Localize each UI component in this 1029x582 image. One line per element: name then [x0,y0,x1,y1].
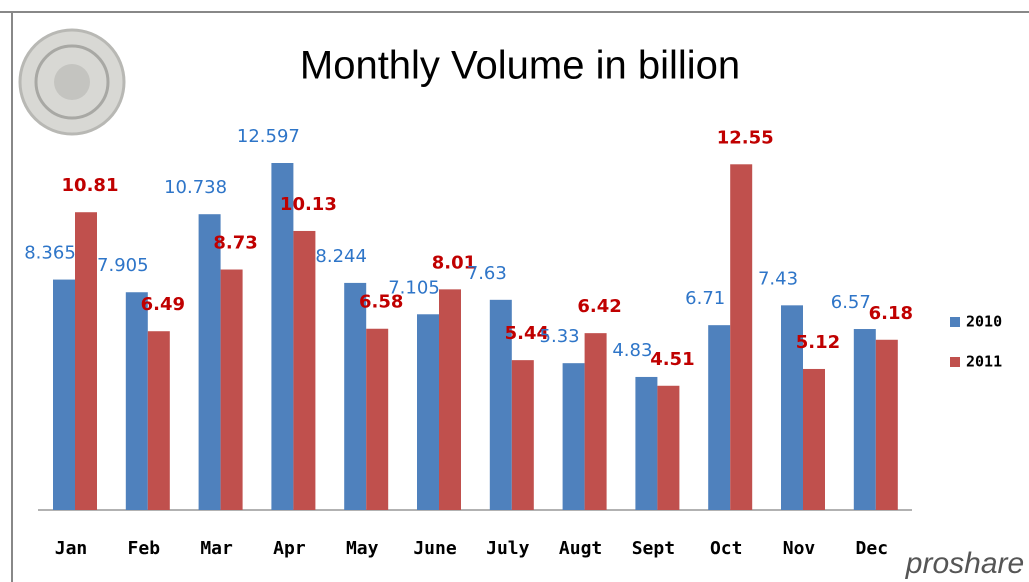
emblem [18,28,126,136]
x-tick-label: Feb [128,538,161,559]
bar [271,163,294,510]
bar [147,331,170,510]
bar [366,328,389,510]
x-tick-label: June [413,538,457,559]
data-label: 8.244 [315,246,367,267]
bar [125,292,148,510]
data-label: 8.365 [24,243,76,264]
bar [75,212,97,510]
x-tick-label: Augt [559,538,602,559]
data-label: 6.71 [685,288,725,309]
bar [489,299,512,510]
data-label: 7.63 [467,263,507,284]
data-label: 6.49 [141,294,185,315]
data-label: 6.18 [869,303,913,324]
bar [198,214,221,510]
chart-title: Monthly Volume in billion [300,44,740,88]
data-label: 8.01 [432,252,476,273]
bar [708,325,731,510]
bar [220,269,243,510]
data-label: 4.51 [650,349,694,370]
data-label: 4.83 [612,340,652,361]
legend-label: 2011 [966,353,1002,371]
bar [875,339,898,510]
x-tick-label: Dec [856,538,889,559]
bar [562,363,585,510]
bar [657,385,680,510]
data-label: 10.81 [62,175,119,196]
bar [803,368,825,510]
legend-label: 2010 [966,313,1002,331]
data-label: 5.33 [540,326,580,347]
x-tick-label: Jan [55,538,88,559]
x-tick-label: Mar [200,538,233,559]
data-label: 6.42 [577,296,621,317]
bar [53,279,75,510]
x-tick-label: Nov [783,538,816,559]
data-label: 6.57 [831,292,871,313]
data-label: 10.738 [164,177,227,198]
bar [853,329,876,510]
bar [417,314,439,510]
bar [344,282,367,510]
bar [439,289,461,510]
legend-swatch [950,317,960,327]
logo: proshare [905,547,1024,580]
data-label: 7.905 [97,255,149,276]
bar [511,360,534,510]
data-label: 6.58 [359,292,403,313]
bar [730,164,753,510]
data-label: 10.13 [280,194,337,215]
data-label: 12.597 [237,126,300,147]
x-tick-label: Sept [632,538,675,559]
bar [293,230,316,510]
bar [584,333,607,510]
x-tick-label: May [346,538,379,559]
data-label: 7.43 [758,268,798,289]
data-label: 7.105 [388,277,440,298]
x-tick-label: Apr [273,538,306,559]
bar [635,376,658,510]
data-label: 5.12 [796,332,840,353]
x-tick-label: July [486,538,530,559]
data-label: 8.73 [213,233,257,254]
bar [781,305,803,510]
data-label: 5.44 [505,323,549,344]
x-tick-label: Oct [710,538,743,559]
data-label: 12.55 [717,127,774,148]
legend-swatch [950,357,960,367]
